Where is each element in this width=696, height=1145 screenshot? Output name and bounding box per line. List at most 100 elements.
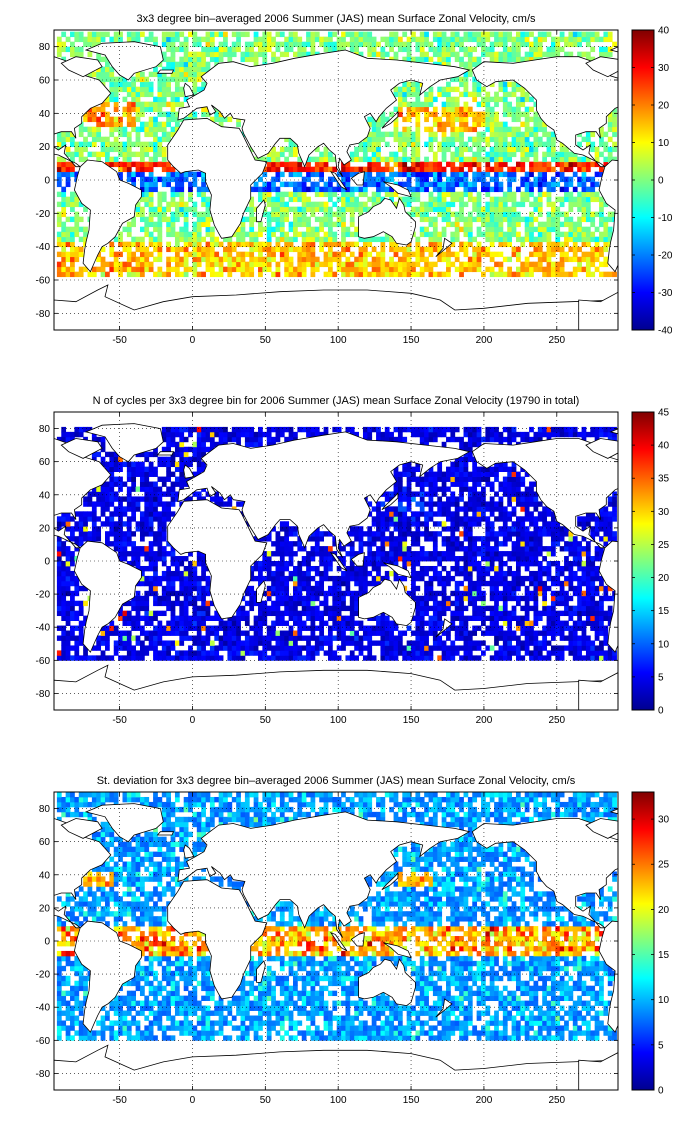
data-cell	[341, 42, 346, 47]
data-cell	[337, 222, 342, 227]
data-cell	[144, 167, 149, 172]
data-cell	[350, 616, 355, 621]
data-cell	[284, 252, 289, 257]
data-cell	[201, 187, 206, 192]
data-cell	[520, 655, 525, 660]
data-cell	[459, 182, 464, 187]
data-cell	[603, 132, 608, 137]
data-cell	[380, 252, 385, 257]
data-cell	[324, 167, 329, 172]
data-cell	[166, 591, 171, 596]
data-cell	[271, 157, 276, 162]
data-cell	[424, 232, 429, 237]
data-cell	[276, 636, 281, 641]
data-cell	[267, 247, 272, 252]
data-cell	[262, 621, 267, 626]
data-cell	[433, 112, 438, 117]
data-cell	[512, 272, 517, 277]
data-cell	[547, 655, 552, 660]
data-cell	[280, 232, 285, 237]
data-cell	[499, 611, 504, 616]
data-cell	[582, 621, 587, 626]
data-cell	[538, 237, 543, 242]
data-cell	[114, 157, 119, 162]
data-cell	[74, 636, 79, 641]
data-cell	[306, 616, 311, 621]
data-cell	[254, 232, 259, 237]
data-cell	[485, 227, 490, 232]
data-cell	[131, 636, 136, 641]
data-cell	[249, 257, 254, 262]
data-cell	[538, 42, 543, 47]
data-cell	[433, 616, 438, 621]
data-cell	[311, 645, 316, 650]
data-cell	[280, 645, 285, 650]
data-cell	[271, 202, 276, 207]
data-cell	[83, 147, 88, 152]
data-cell	[512, 127, 517, 132]
data-cell	[433, 97, 438, 102]
data-cell	[424, 202, 429, 207]
data-cell	[192, 112, 197, 117]
data-cell	[254, 52, 259, 57]
data-cell	[341, 621, 346, 626]
data-cell	[429, 202, 434, 207]
data-cell	[118, 32, 123, 37]
data-cell	[437, 47, 442, 52]
data-cell	[547, 247, 552, 252]
data-cell	[197, 192, 202, 197]
data-cell	[472, 237, 477, 242]
data-cell	[345, 192, 350, 197]
data-cell	[494, 132, 499, 137]
data-cell	[481, 147, 486, 152]
data-cell	[267, 42, 272, 47]
data-cell	[306, 591, 311, 596]
data-cell	[398, 147, 403, 152]
data-cell	[538, 640, 543, 645]
data-cell	[74, 257, 79, 262]
data-cell	[354, 32, 359, 37]
data-cell	[516, 162, 521, 167]
data-cell	[245, 640, 250, 645]
data-cell	[499, 591, 504, 596]
data-cell	[306, 177, 311, 182]
data-cell	[232, 645, 237, 650]
data-cell	[140, 626, 145, 631]
data-cell	[74, 616, 79, 621]
data-cell	[363, 192, 368, 197]
data-cell	[144, 147, 149, 152]
data-cell	[420, 162, 425, 167]
data-cell	[494, 172, 499, 177]
data-cell	[481, 252, 486, 257]
data-cell	[131, 222, 136, 227]
data-cell	[192, 262, 197, 267]
data-cell	[455, 117, 460, 122]
data-cell	[201, 606, 206, 611]
data-cell	[568, 37, 573, 42]
data-cell	[529, 152, 534, 157]
data-cell	[555, 576, 560, 581]
data-cell	[149, 177, 154, 182]
data-cell	[420, 42, 425, 47]
data-cell	[328, 247, 333, 252]
data-cell	[433, 217, 438, 222]
data-cell	[547, 626, 552, 631]
data-cell	[114, 262, 119, 267]
data-cell	[249, 57, 254, 62]
data-cell	[114, 97, 119, 102]
data-cell	[57, 42, 62, 47]
data-cell	[162, 571, 167, 576]
data-cell	[560, 566, 565, 571]
data-cell	[280, 247, 285, 252]
data-cell	[538, 127, 543, 132]
data-cell	[262, 37, 267, 42]
data-cell	[101, 272, 106, 277]
data-cell	[582, 37, 587, 42]
data-cell	[420, 32, 425, 37]
data-cell	[516, 626, 521, 631]
data-cell	[127, 157, 132, 162]
data-cell	[485, 192, 490, 197]
data-cell	[192, 202, 197, 207]
data-cell	[302, 237, 307, 242]
data-cell	[442, 192, 447, 197]
